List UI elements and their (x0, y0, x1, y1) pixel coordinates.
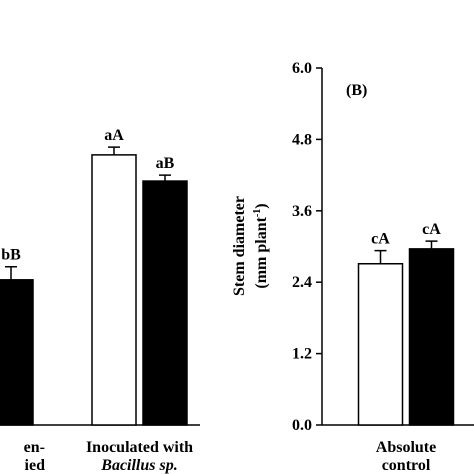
error-bar (425, 240, 438, 249)
y-axis-unit: (mm plant-1) (252, 203, 270, 288)
y-axis-title: Stem diameter (mm plant-1) (231, 196, 270, 296)
x-tick-label: ied (25, 457, 46, 474)
significance-letter: aB (156, 155, 175, 172)
significance-letter: cA (422, 221, 441, 238)
bar (408, 248, 455, 426)
significance-letter: cA (371, 231, 390, 248)
x-tick-label: en- (24, 439, 45, 456)
bar (91, 154, 137, 426)
error-bar (159, 174, 171, 182)
bar (0, 279, 34, 426)
error-bar (374, 249, 387, 264)
y-unit-end: ) (253, 203, 270, 208)
y-tick-label: 2.4 (292, 274, 312, 291)
error-bar (108, 146, 120, 155)
significance-letter: bB (1, 247, 21, 264)
y-unit-text: (mm plant (253, 216, 270, 288)
y-tick-label: 0.0 (292, 417, 312, 434)
y-tick-label: 3.6 (292, 203, 312, 220)
bar (357, 263, 404, 426)
y-unit-sup: -1 (252, 209, 263, 217)
panel-title: (B) (346, 82, 367, 99)
y-axis-label: Stem diameter (231, 196, 248, 296)
x-tick-label: Absolute (376, 439, 436, 456)
x-tick-label: Inoculated with (86, 439, 193, 456)
y-tick-label: 6.0 (292, 60, 312, 77)
bar (142, 180, 188, 426)
y-tick-label: 4.8 (292, 131, 312, 148)
x-tick-label: control (382, 457, 431, 474)
significance-letter: aA (104, 127, 124, 144)
error-bar (5, 265, 17, 280)
y-tick-label: 1.2 (292, 346, 312, 363)
x-tick-label: Bacillus sp. (100, 457, 177, 474)
